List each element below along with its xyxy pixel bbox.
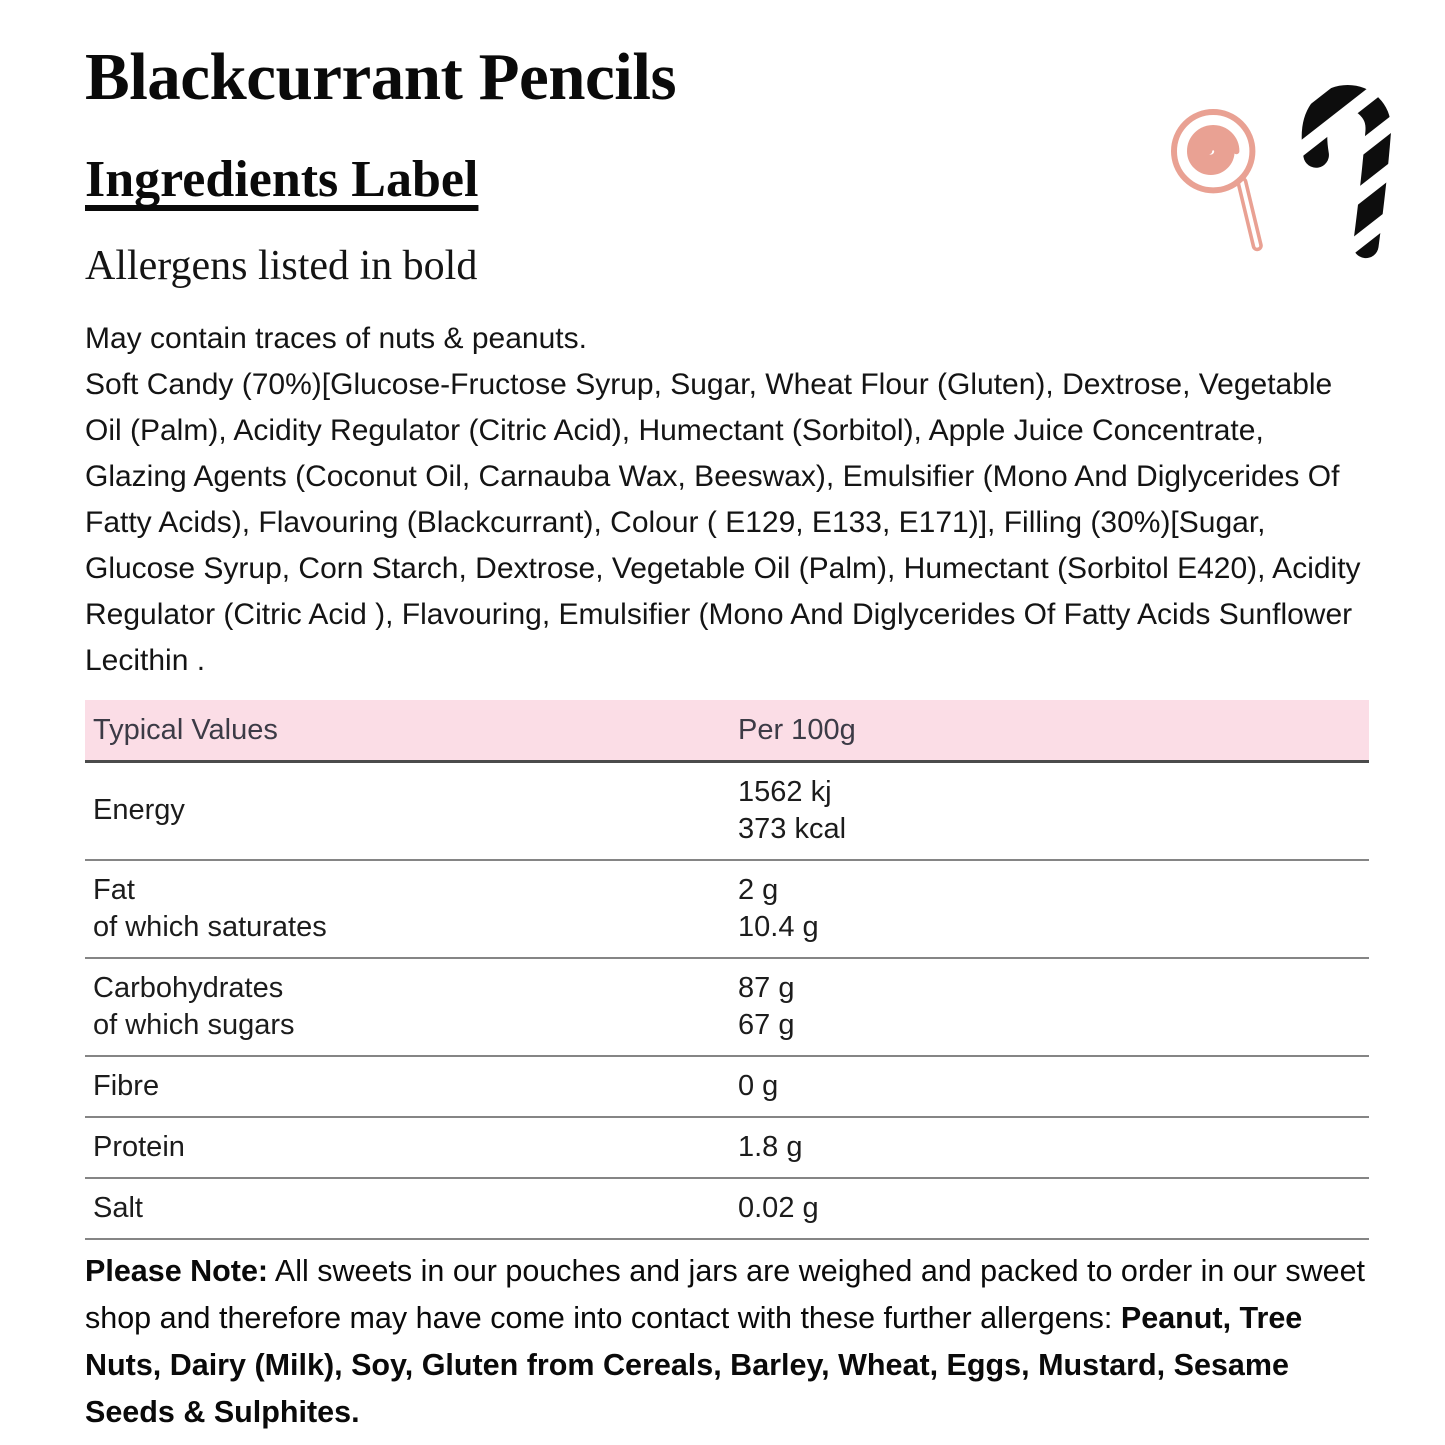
column-header-per-100g: Per 100g — [730, 699, 1369, 762]
ingredients-body: Soft Candy (70%)[Glucose-Fructose Syrup,… — [85, 367, 1361, 677]
nutrition-row: Protein 1.8 g — [85, 1117, 1369, 1178]
nutrition-row: Fibre 0 g — [85, 1056, 1369, 1117]
ingredients-label-text: Ingredients Label — [85, 151, 479, 209]
nutrient-value: 1562 kj 373 kcal — [738, 775, 847, 845]
nutrition-row: Fat of which saturates 2 g 10.4 g — [85, 860, 1369, 958]
ingredients-text: May contain traces of nuts & peanuts. Sof… — [85, 316, 1368, 684]
nutrient-label: Protein — [93, 1130, 185, 1163]
ingredients-label-heading: Ingredients Label — [85, 151, 1368, 209]
nutrient-label: Carbohydrates of which sugars — [93, 971, 295, 1041]
nutrient-value: 0 g — [738, 1069, 779, 1102]
may-contain-line: May contain traces of nuts & peanuts. — [85, 321, 587, 355]
nutrient-label: Fat of which saturates — [93, 873, 327, 943]
candy-decoration — [1162, 48, 1412, 293]
footer-note-bold-text: Please Note: — [85, 1253, 269, 1288]
column-header-typical-values: Typical Values — [85, 699, 730, 762]
nutrient-label: Fibre — [93, 1069, 160, 1102]
footer-note: Please Note: All sweets in our pouches a… — [85, 1248, 1368, 1436]
nutrition-row: Salt 0.02 g — [85, 1178, 1369, 1239]
page-title: Blackcurrant Pencils — [85, 40, 677, 114]
nutrition-row: Energy 1562 kj 373 kcal — [85, 761, 1369, 860]
nutrient-value: 1.8 g — [738, 1130, 803, 1163]
nutrient-label: Energy — [93, 794, 185, 827]
footer-note-bold-text: Peanut, Tree Nuts, Dairy (Milk), Soy, Gl… — [85, 1300, 1303, 1429]
nutrition-table: Typical Values Per 100g Energy 1562 kj 373… — [85, 699, 1369, 1240]
footer-note-text: All sweets in our pouches and jars are w… — [85, 1253, 1366, 1335]
candy-cane-icon — [1280, 48, 1408, 280]
nutrient-label: Salt — [93, 1191, 143, 1224]
nutrient-value: 0.02 g — [738, 1191, 819, 1224]
nutrition-header-row: Typical Values Per 100g — [85, 699, 1369, 762]
nutrition-row: Carbohydrates of which sugars 87 g 67 g — [85, 958, 1369, 1056]
nutrient-value: 87 g 67 g — [738, 971, 795, 1041]
nutrient-value: 2 g 10.4 g — [738, 873, 819, 943]
allergens-note-heading: Allergens listed in bold — [85, 242, 478, 289]
lollipop-icon — [1171, 108, 1263, 252]
